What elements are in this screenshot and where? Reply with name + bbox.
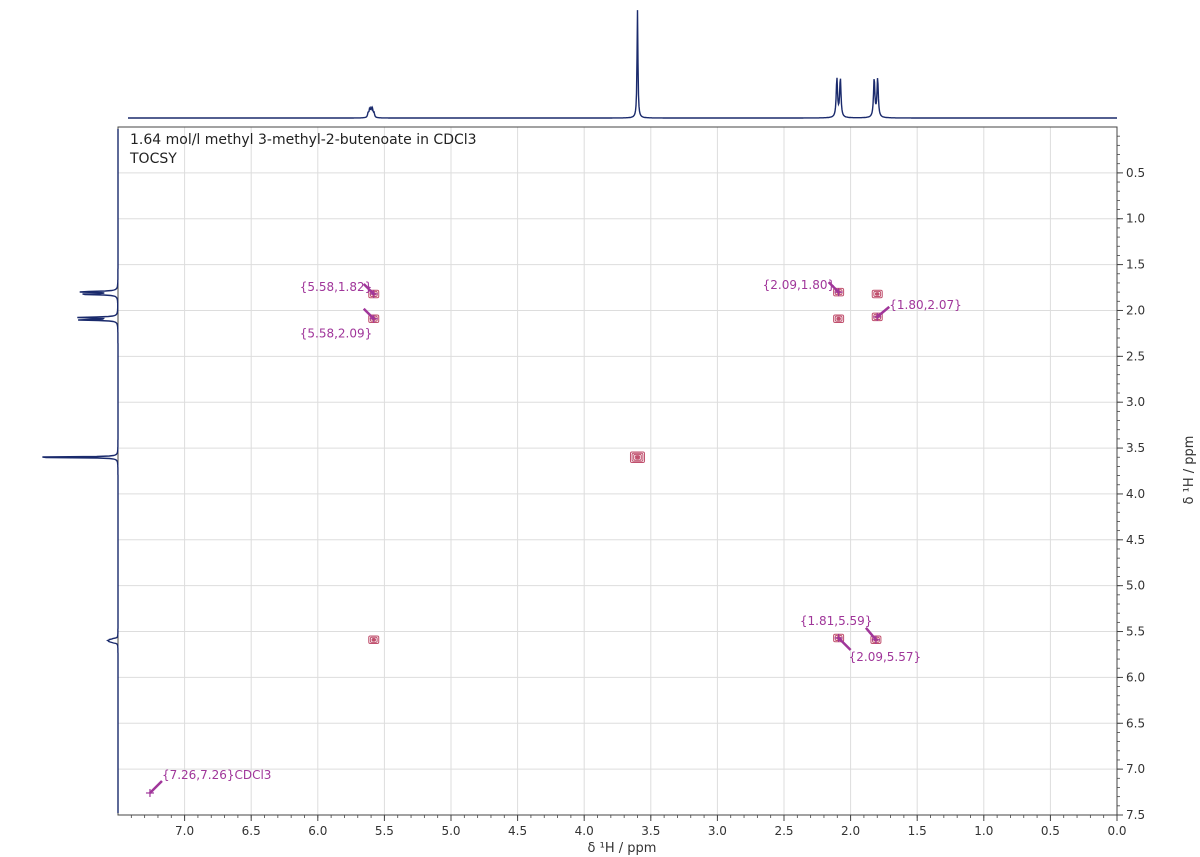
x-tick-label: 4.5 <box>508 824 527 838</box>
x-tick-label: 5.5 <box>375 824 394 838</box>
cross-peaks <box>368 287 883 645</box>
x-tick-label: 3.0 <box>708 824 727 838</box>
peak-label: {1.81,5.59} <box>800 614 873 628</box>
peak-leader-line <box>837 637 852 651</box>
x-tick-label: 6.5 <box>242 824 261 838</box>
x-axis: 7.0 6.5 6.0 5.5 5.0 4.5 4.0 3.5 3.0 2.5 2.0 1.5 1.0 0… <box>130 815 1127 838</box>
cross-peak-contour <box>874 292 880 296</box>
x-axis-label: δ ¹H / ppm <box>588 841 657 856</box>
x-tick-label: 5.0 <box>441 824 460 838</box>
x-tick-label: 2.5 <box>774 824 793 838</box>
peak-leader-line <box>827 281 840 294</box>
peak-leader-line <box>362 307 375 320</box>
cross-peak-center <box>875 292 879 296</box>
y-tick-label: 1.5 <box>1126 258 1145 272</box>
cross-peak-contour <box>629 451 645 463</box>
cross-peak-contour <box>871 289 883 299</box>
cross-peak-center <box>635 456 639 459</box>
y-tick-label: 7.5 <box>1126 808 1145 822</box>
y-axis-label: δ ¹H / ppm <box>1182 436 1197 505</box>
y-tick-label: 6.5 <box>1126 716 1145 730</box>
x-tick-label: 2.0 <box>841 824 860 838</box>
peak-leader-line <box>149 780 163 794</box>
experiment-subtitle: TOCSY <box>129 151 177 167</box>
peak-label: {5.58,1.82} <box>300 280 373 294</box>
cross-peak-contour <box>631 452 644 462</box>
y-tick-label: 1.0 <box>1126 212 1145 226</box>
y-tick-label: 0.5 <box>1126 166 1145 180</box>
plot-frame <box>117 126 1118 816</box>
peak-annotation: {2.09,5.57} <box>834 633 922 664</box>
peak-leader-line <box>864 626 877 641</box>
cross-peak <box>629 451 645 463</box>
x-tick-label: 3.5 <box>641 824 660 838</box>
plot-grid <box>118 127 1118 816</box>
sample-title: 1.64 mol/l methyl 3-methyl-2-butenoate i… <box>130 132 477 148</box>
cross-peak-contour <box>371 637 377 642</box>
cross-peak <box>368 635 380 645</box>
y-tick-label: 4.0 <box>1126 487 1145 501</box>
y-tick-label: 5.0 <box>1126 579 1145 593</box>
cross-peak-contour <box>634 455 641 460</box>
x-tick-label: 0.0 <box>1107 824 1126 838</box>
peak-annotation: {1.80,2.07} <box>873 298 962 321</box>
peak-annotation: {2.09,1.80} <box>763 278 843 297</box>
cross-peak-contour <box>833 314 845 323</box>
y-tick-label: 5.5 <box>1126 625 1145 639</box>
cross-peak-contour <box>633 453 642 461</box>
cross-peak-contour <box>368 635 380 645</box>
y-tick-label: 6.0 <box>1126 670 1145 684</box>
cross-peak-contour <box>369 636 378 643</box>
peak-annotation: {7.26,7.26}CDCl3 <box>145 768 272 797</box>
y-axis: 0.5 1.0 1.5 2.0 2.5 3.0 3.5 4.0 4.5 5.0 5.5 6.0 6.5 7… <box>1117 135 1145 822</box>
peak-leader-line <box>876 305 891 318</box>
x-tick-label: 1.5 <box>908 824 927 838</box>
cross-peak-contour <box>873 290 882 298</box>
cross-peak <box>833 314 845 323</box>
peak-label: {2.09,5.57} <box>849 650 922 664</box>
x-tick-label: 1.0 <box>974 824 993 838</box>
x-tick-label: 4.0 <box>575 824 594 838</box>
peak-annotation: {5.58,1.82} <box>300 280 378 298</box>
x-tick-label: 0.5 <box>1041 824 1060 838</box>
top-projection-trace <box>128 10 1117 119</box>
peak-label: {1.80,2.07} <box>889 298 962 312</box>
y-tick-label: 3.5 <box>1126 441 1145 455</box>
peak-annotation: {5.58,2.09} <box>300 307 378 341</box>
cross-peak <box>871 289 883 299</box>
y-tick-label: 7.0 <box>1126 762 1145 776</box>
cross-peak-center <box>837 317 841 320</box>
cross-peak-contour <box>834 315 843 322</box>
left-projection-trace <box>42 129 119 813</box>
x-tick-label: 6.0 <box>308 824 327 838</box>
y-tick-label: 2.0 <box>1126 303 1145 317</box>
peak-label: {5.58,2.09} <box>300 327 373 341</box>
peak-leader-line <box>362 283 375 295</box>
y-tick-label: 3.0 <box>1126 395 1145 409</box>
top-1d-projection <box>128 10 1117 119</box>
peak-annotations: {5.58,1.82} {5.58,2.09} {2.09,1.80} {1.80,2… <box>145 278 962 797</box>
y-tick-label: 2.5 <box>1126 349 1145 363</box>
peak-label: {7.26,7.26}CDCl3 <box>162 768 272 782</box>
peak-annotation: {1.81,5.59} <box>800 614 880 644</box>
cross-peak-center <box>372 638 376 641</box>
peak-label: {2.09,1.80} <box>763 278 836 292</box>
left-1d-projection <box>42 129 119 813</box>
y-tick-label: 4.5 <box>1126 533 1145 547</box>
cross-peak-contour <box>836 316 841 321</box>
x-tick-label: 7.0 <box>175 824 194 838</box>
